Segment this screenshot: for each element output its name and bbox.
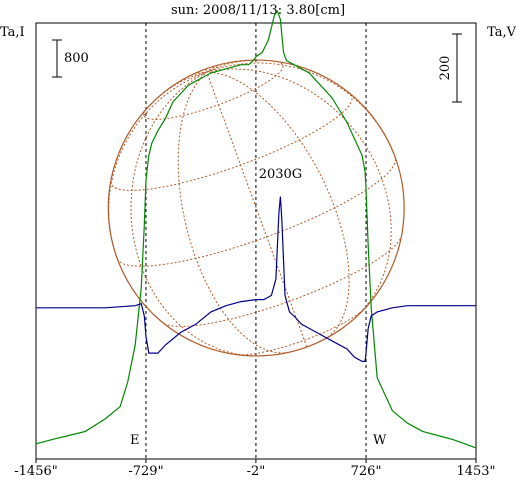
limb-marker-W: W <box>373 433 387 448</box>
annotations: 2030G <box>259 167 302 182</box>
chart-title: sun: 2008/11/13: 3.80[cm] <box>171 3 345 18</box>
disk-grid-line-8 <box>108 71 207 259</box>
left-scale-bar <box>52 39 62 78</box>
disk-grid-line-15 <box>206 59 250 73</box>
x-tick-label-1: -729" <box>128 464 163 479</box>
disk-grid-line-10 <box>177 71 289 354</box>
left-scale-bar-label: 800 <box>64 51 89 66</box>
annotation-0: 2030G <box>259 167 302 182</box>
series-layer <box>35 9 477 449</box>
right-scale-bar-label: 200 <box>438 56 453 81</box>
disk-grid-line-9 <box>130 71 253 357</box>
left-axis-label: Ta,I <box>0 25 25 40</box>
disk-grid-line-11 <box>206 71 308 348</box>
disk-limb <box>107 59 405 357</box>
x-tick-label-3: 726" <box>351 464 382 479</box>
disk-grid-line-2 <box>116 157 397 267</box>
series-line-I <box>35 9 477 449</box>
right-scale-bar <box>452 33 462 103</box>
x-tick-label-0: -1456" <box>14 464 57 479</box>
disk-grid-line-0 <box>238 308 365 356</box>
disk-grid-line-7 <box>166 71 207 91</box>
x-tick-label-4: 1453" <box>456 464 495 479</box>
solar-disk <box>107 59 405 357</box>
x-tick-label-2: -2" <box>247 464 266 479</box>
x-ticks: -1456" -729" -2" 726" 1453" <box>14 459 496 479</box>
series-line-V <box>36 196 476 362</box>
right-axis-label: Ta,V <box>487 25 516 40</box>
disk-grid-line-13 <box>206 68 392 320</box>
limb-marker-E: E <box>130 433 140 448</box>
disk-grid-line-12 <box>206 71 350 340</box>
